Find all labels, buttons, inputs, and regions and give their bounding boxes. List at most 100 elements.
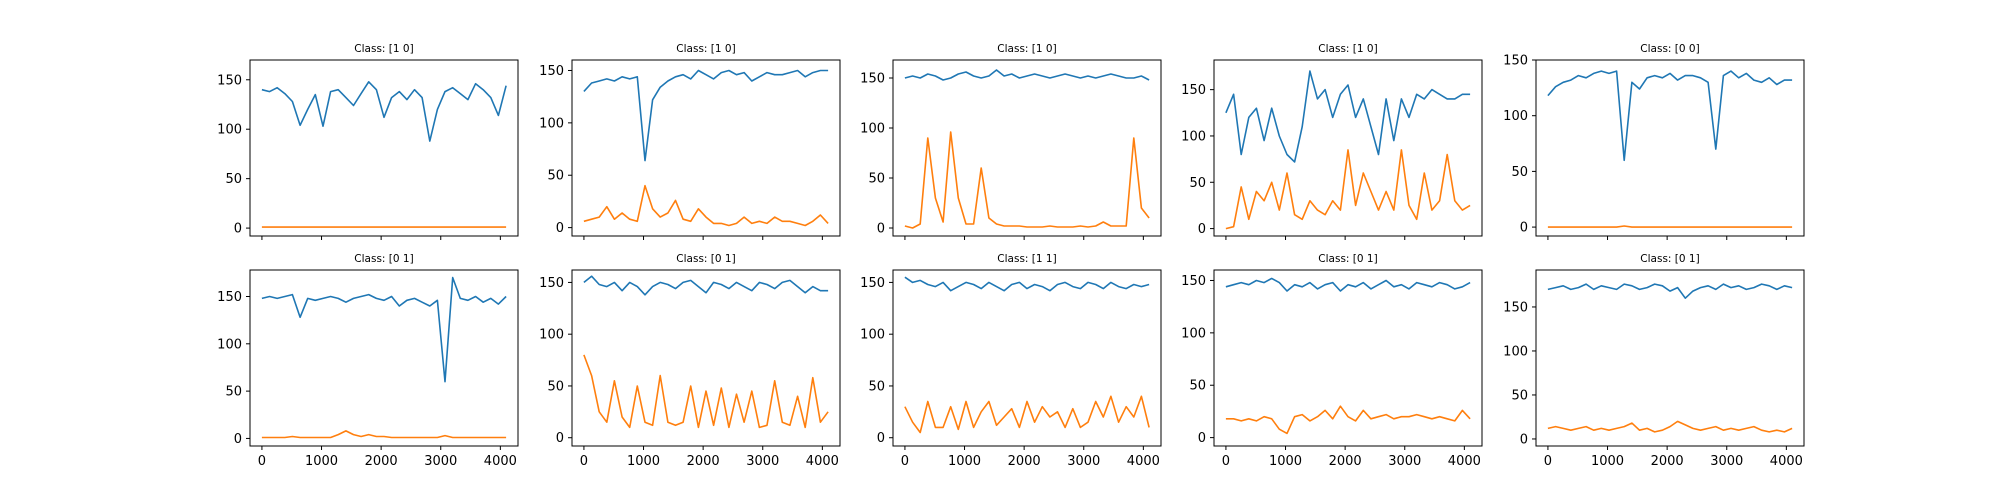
- panel-4: Class: [1 0] 0 50 100 150: [1181, 43, 1483, 240]
- x-tick-label: 0: [901, 454, 909, 469]
- series-line-1: [1225, 70, 1471, 163]
- panel-title: Class: [0 1]: [354, 253, 413, 265]
- x-tick-label: 1000: [1591, 454, 1624, 469]
- y-tick-label: 150: [217, 73, 242, 88]
- y-tick-label: 0: [877, 222, 885, 237]
- x-tick-label: 3000: [1388, 454, 1421, 469]
- y-tick-label: 0: [1520, 432, 1528, 447]
- y-tick-label: 150: [1503, 54, 1528, 69]
- x-tick-label: 4000: [1770, 454, 1803, 469]
- y-tick-label: 50: [547, 169, 564, 184]
- y-tick-label: 0: [556, 431, 564, 446]
- y-tick-label: 50: [868, 172, 885, 187]
- y-tick-label: 100: [1503, 109, 1528, 124]
- series-line-2: [904, 395, 1150, 434]
- series-line-2: [261, 430, 507, 439]
- y-tick-label: 50: [1511, 388, 1528, 403]
- plot-frame: [1535, 59, 1805, 237]
- x-tick-label: 4000: [1448, 454, 1481, 469]
- plot-frame: [1213, 59, 1483, 237]
- panel-7: Class: [0 1] 0 50 100 150 0 1000 2000 3000 4000: [539, 253, 841, 469]
- x-tick-label: 2000: [365, 454, 398, 469]
- panel-8: Class: [1 1] 0 50 100 150 0 1000 2000 3000 4000: [860, 253, 1162, 469]
- panel-title: Class: [1 0]: [997, 43, 1056, 55]
- y-tick-label: 150: [860, 72, 885, 87]
- panel-title: Class: [1 1]: [997, 253, 1056, 265]
- x-tick-label: 0: [1222, 454, 1230, 469]
- y-tick-label: 0: [1198, 222, 1206, 237]
- panel-2: Class: [1 0] 0 50 100 150: [539, 43, 841, 240]
- y-tick-label: 0: [234, 432, 242, 447]
- x-tick-label: 3000: [1710, 454, 1743, 469]
- y-tick-label: 150: [539, 64, 564, 79]
- y-tick-label: 100: [1503, 344, 1528, 359]
- series-line-1: [1225, 277, 1471, 292]
- panel-title: Class: [0 1]: [676, 253, 735, 265]
- series-line-2: [1225, 149, 1471, 230]
- series-line-2: [1547, 420, 1793, 433]
- plot-frame: [249, 59, 519, 237]
- panel-5: Class: [0 0] 0 50 100 150: [1503, 43, 1805, 240]
- x-tick-label: 3000: [1067, 454, 1100, 469]
- y-tick-label: 0: [877, 431, 885, 446]
- panel-10: Class: [0 1] 0 50 100 150 0 1000 2000 3000 4000: [1503, 253, 1805, 469]
- y-tick-label: 150: [217, 290, 242, 305]
- x-tick-label: 1000: [1269, 454, 1302, 469]
- y-tick-label: 100: [217, 123, 242, 138]
- plot-frame: [571, 59, 841, 237]
- x-tick-label: 2000: [687, 454, 720, 469]
- x-tick-label: 0: [258, 454, 266, 469]
- plot-frame: [249, 269, 519, 447]
- panel-title: Class: [0 0]: [1640, 43, 1699, 55]
- y-tick-label: 50: [547, 379, 564, 394]
- series-line-1: [261, 276, 507, 383]
- panel-title: Class: [0 1]: [1318, 253, 1377, 265]
- series-line-2: [904, 131, 1150, 229]
- series-line-1: [583, 275, 829, 296]
- panel-9: Class: [0 1] 0 50 100 150 0 1000 2000 3000 4000: [1181, 253, 1483, 469]
- x-tick-label: 3000: [746, 454, 779, 469]
- x-tick-label: 2000: [1329, 454, 1362, 469]
- y-tick-label: 100: [860, 328, 885, 343]
- y-tick-label: 0: [1520, 221, 1528, 236]
- y-tick-label: 50: [1189, 379, 1206, 394]
- x-tick-label: 4000: [1127, 454, 1160, 469]
- y-tick-label: 50: [225, 172, 242, 187]
- x-tick-label: 1000: [627, 454, 660, 469]
- series-line-2: [583, 354, 829, 429]
- x-tick-label: 4000: [484, 454, 517, 469]
- series-line-1: [261, 81, 507, 142]
- y-tick-label: 150: [539, 276, 564, 291]
- y-tick-label: 100: [217, 337, 242, 352]
- panel-title: Class: [1 0]: [676, 43, 735, 55]
- plot-frame: [892, 59, 1162, 237]
- y-tick-label: 150: [1181, 83, 1206, 98]
- series-line-2: [583, 184, 829, 227]
- y-tick-label: 150: [1503, 300, 1528, 315]
- x-tick-label: 0: [1544, 454, 1552, 469]
- plot-frame: [1535, 269, 1805, 447]
- y-tick-label: 100: [539, 116, 564, 131]
- series-line-2: [1225, 405, 1471, 435]
- y-tick-label: 50: [225, 385, 242, 400]
- series-line-1: [904, 69, 1150, 81]
- y-tick-label: 100: [860, 122, 885, 137]
- y-tick-label: 50: [868, 379, 885, 394]
- panel-6: Class: [0 1] 0 50 100 150 0 1000 2000 3000 4000: [217, 253, 519, 469]
- y-tick-label: 50: [1511, 165, 1528, 180]
- y-tick-label: 100: [539, 328, 564, 343]
- panel-1: Class: [1 0] 0 50 100 150: [217, 43, 519, 240]
- y-tick-label: 0: [1198, 431, 1206, 446]
- series-line-1: [583, 69, 829, 162]
- series-line-1: [1547, 283, 1793, 300]
- x-tick-label: 2000: [1651, 454, 1684, 469]
- plot-frame: [571, 269, 841, 447]
- panel-title: Class: [1 0]: [1318, 43, 1377, 55]
- x-tick-label: 1000: [948, 454, 981, 469]
- x-tick-label: 1000: [305, 454, 338, 469]
- y-tick-label: 150: [1181, 274, 1206, 289]
- y-tick-label: 150: [860, 276, 885, 291]
- x-tick-label: 2000: [1008, 454, 1041, 469]
- plot-frame: [892, 269, 1162, 447]
